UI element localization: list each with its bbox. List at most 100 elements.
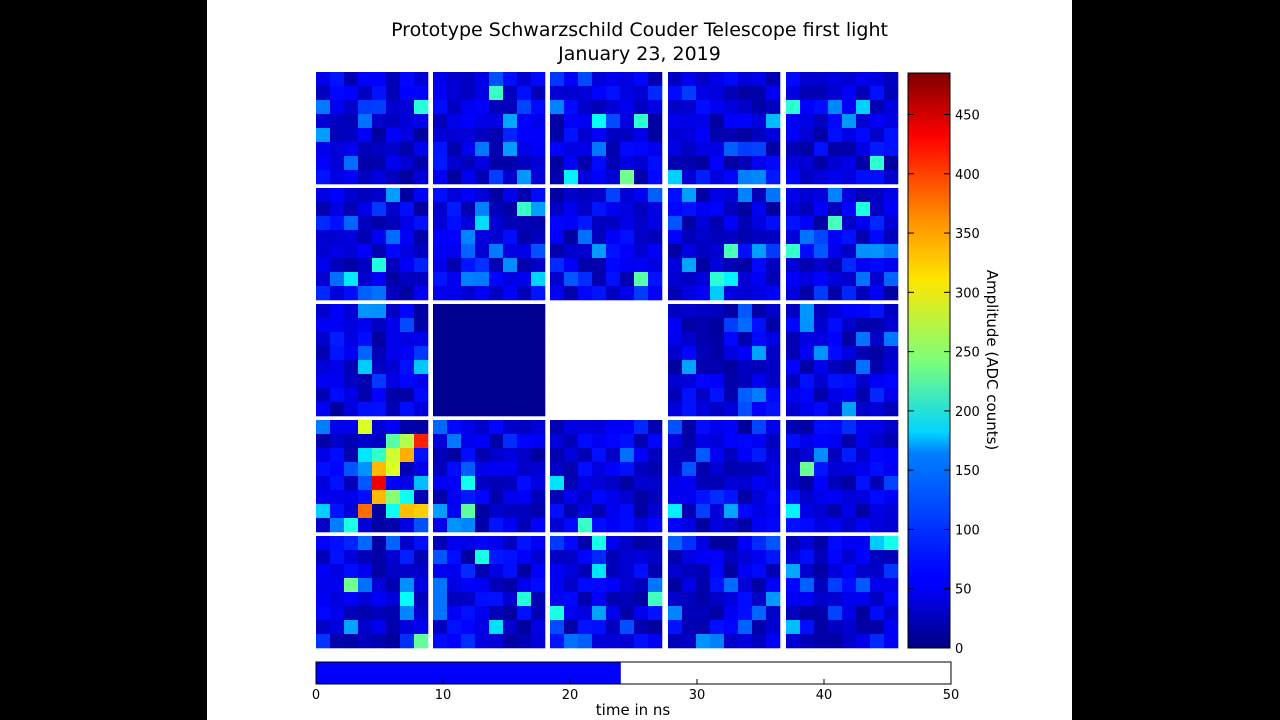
pixel bbox=[696, 490, 711, 505]
pixel bbox=[517, 258, 532, 273]
pixel bbox=[503, 564, 518, 579]
pixel bbox=[330, 304, 345, 319]
module-r5-c5 bbox=[786, 536, 899, 649]
pixel bbox=[682, 286, 697, 301]
pixel bbox=[724, 272, 739, 287]
pixel bbox=[814, 114, 829, 129]
pixel bbox=[710, 202, 725, 217]
pixel bbox=[330, 564, 345, 579]
pixel bbox=[724, 216, 739, 231]
pixel bbox=[842, 434, 857, 449]
pixel bbox=[828, 388, 843, 403]
pixel bbox=[752, 536, 767, 551]
pixel bbox=[316, 346, 331, 361]
pixel bbox=[814, 100, 829, 115]
pixel bbox=[620, 578, 635, 593]
pixel bbox=[386, 86, 401, 101]
pixel bbox=[489, 114, 504, 129]
pixel bbox=[578, 448, 593, 463]
pixel bbox=[503, 448, 518, 463]
pixel bbox=[517, 592, 532, 607]
pixel bbox=[550, 244, 565, 259]
pixel bbox=[668, 448, 683, 463]
pixel bbox=[884, 564, 899, 579]
pixel bbox=[814, 304, 829, 319]
pixel bbox=[634, 564, 649, 579]
pixel bbox=[592, 518, 607, 533]
pixel bbox=[668, 564, 683, 579]
pixel bbox=[724, 86, 739, 101]
pixel bbox=[870, 536, 885, 551]
pixel bbox=[531, 346, 546, 361]
pixel bbox=[358, 360, 373, 375]
pixel bbox=[620, 462, 635, 477]
pixel bbox=[550, 504, 565, 519]
pixel bbox=[400, 272, 415, 287]
pixel bbox=[503, 490, 518, 505]
pixel bbox=[814, 388, 829, 403]
pixel bbox=[550, 606, 565, 621]
pixel bbox=[447, 388, 462, 403]
pixel bbox=[316, 272, 331, 287]
pixel bbox=[461, 592, 476, 607]
pixel bbox=[517, 304, 532, 319]
pixel bbox=[517, 128, 532, 143]
pixel bbox=[606, 518, 621, 533]
pixel bbox=[814, 272, 829, 287]
pixel bbox=[620, 286, 635, 301]
pixel bbox=[620, 86, 635, 101]
pixel bbox=[330, 258, 345, 273]
pixel bbox=[682, 216, 697, 231]
pixel bbox=[330, 86, 345, 101]
pixel bbox=[414, 592, 429, 607]
pixel bbox=[620, 490, 635, 505]
time-tick-label: 30 bbox=[689, 688, 706, 703]
pixel bbox=[592, 504, 607, 519]
pixel bbox=[592, 286, 607, 301]
pixel bbox=[344, 258, 359, 273]
pixel bbox=[884, 128, 899, 143]
pixel bbox=[724, 462, 739, 477]
pixel bbox=[447, 216, 462, 231]
pixel bbox=[592, 128, 607, 143]
pixel bbox=[330, 504, 345, 519]
pixel bbox=[489, 72, 504, 87]
pixel bbox=[344, 318, 359, 333]
pixel bbox=[358, 620, 373, 635]
pixel bbox=[696, 272, 711, 287]
pixel bbox=[578, 142, 593, 157]
pixel bbox=[800, 518, 815, 533]
pixel bbox=[800, 592, 815, 607]
pixel bbox=[696, 504, 711, 519]
pixel bbox=[648, 578, 663, 593]
pixel bbox=[531, 620, 546, 635]
pixel bbox=[828, 156, 843, 171]
pixel bbox=[447, 72, 462, 87]
pixel bbox=[531, 332, 546, 347]
pixel bbox=[842, 388, 857, 403]
pixel bbox=[884, 100, 899, 115]
pixel bbox=[710, 156, 725, 171]
pixel bbox=[447, 434, 462, 449]
pixel bbox=[358, 402, 373, 417]
pixel bbox=[828, 360, 843, 375]
pixel bbox=[856, 286, 871, 301]
pixel bbox=[710, 216, 725, 231]
pixel bbox=[752, 258, 767, 273]
pixel bbox=[766, 286, 781, 301]
pixel bbox=[447, 620, 462, 635]
pixel bbox=[330, 518, 345, 533]
pixel bbox=[856, 142, 871, 157]
pixel bbox=[606, 420, 621, 435]
pixel bbox=[564, 536, 579, 551]
pixel bbox=[606, 114, 621, 129]
pixel bbox=[592, 536, 607, 551]
pixel bbox=[372, 564, 387, 579]
pixel bbox=[620, 550, 635, 565]
pixel bbox=[592, 86, 607, 101]
pixel bbox=[668, 304, 683, 319]
pixel bbox=[696, 244, 711, 259]
pixel bbox=[786, 128, 801, 143]
pixel bbox=[564, 476, 579, 491]
pixel bbox=[696, 434, 711, 449]
